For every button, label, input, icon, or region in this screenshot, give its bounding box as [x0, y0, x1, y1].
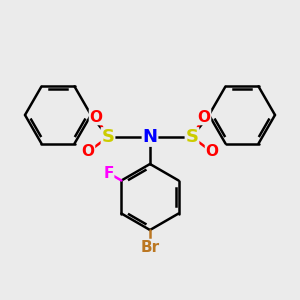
Text: S: S [101, 128, 115, 146]
Text: F: F [103, 166, 114, 181]
Text: O: O [206, 145, 218, 160]
Text: N: N [142, 128, 158, 146]
Text: O: O [82, 145, 94, 160]
Text: O: O [89, 110, 103, 124]
Text: O: O [197, 110, 211, 124]
Text: S: S [185, 128, 199, 146]
Text: Br: Br [140, 239, 160, 254]
